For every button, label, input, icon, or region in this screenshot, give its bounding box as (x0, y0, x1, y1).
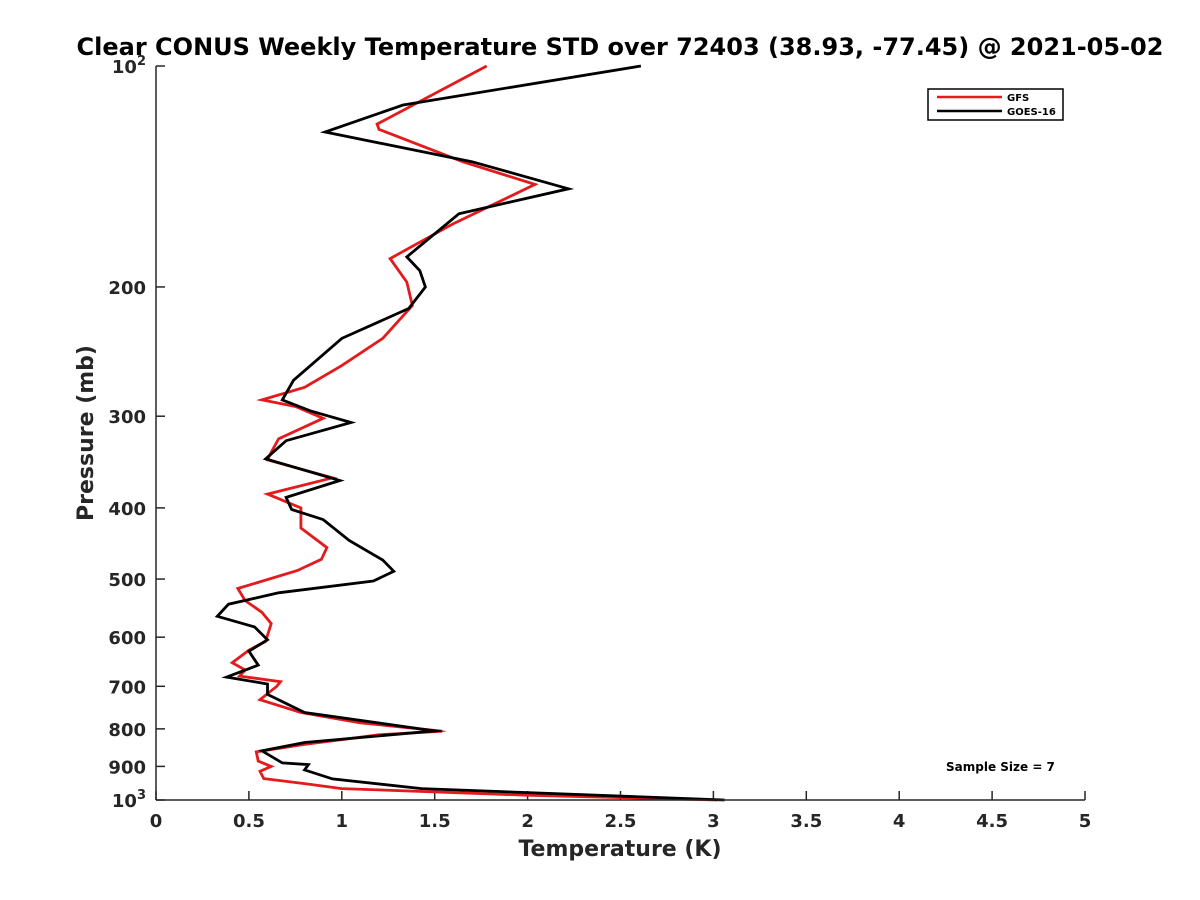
y-tick-label: 900 (108, 757, 146, 778)
y-tick-label: 500 (108, 570, 146, 591)
legend-label-goes16: GOES-16 (1007, 107, 1056, 118)
x-tick-label: 3 (707, 811, 720, 832)
y-tick-label: 300 (108, 407, 146, 428)
y-tick-label-base: 10 (112, 791, 137, 812)
y-tick-label-exponent: 2 (137, 54, 146, 69)
legend: GFS GOES-16 (927, 88, 1064, 121)
x-tick-label: 1 (336, 811, 349, 832)
y-axis-label: Pressure (mb) (74, 345, 99, 521)
legend-label-gfs: GFS (1007, 93, 1029, 104)
x-tick-label: 1.5 (419, 811, 451, 832)
plot-area (156, 66, 1085, 800)
x-tick-label: 0 (150, 811, 163, 832)
y-tick-label: 600 (108, 628, 146, 649)
y-tick-label: 800 (108, 720, 146, 741)
y-tick-label: 700 (108, 677, 146, 698)
x-tick-label: 5 (1079, 811, 1092, 832)
x-tick-label: 0.5 (233, 811, 265, 832)
sample-size-annotation: Sample Size = 7 (946, 760, 1055, 774)
y-tick-label: 103 (112, 788, 146, 812)
x-tick-label: 2.5 (605, 811, 637, 832)
x-tick-label: 3.5 (790, 811, 822, 832)
y-tick-label: 200 (108, 278, 146, 299)
y-tick-label-base: 10 (112, 57, 137, 78)
legend-box (927, 88, 1064, 121)
chart-title: Clear CONUS Weekly Temperature STD over … (77, 33, 1164, 61)
x-axis-label: Temperature (K) (518, 837, 721, 862)
x-tick-label: 4.5 (976, 811, 1008, 832)
x-tick-label: 4 (893, 811, 906, 832)
y-tick-label-exponent: 3 (137, 788, 146, 803)
y-tick-label: 400 (108, 499, 146, 520)
x-axis-ticks: 0 0.5 1 1.5 2 2.5 3 3.5 4 4.5 5 (150, 791, 1092, 832)
series-group (214, 64, 725, 802)
x-tick-label: 2 (521, 811, 534, 832)
y-tick-label: 102 (112, 54, 146, 78)
series-line-goes16 (214, 64, 725, 802)
